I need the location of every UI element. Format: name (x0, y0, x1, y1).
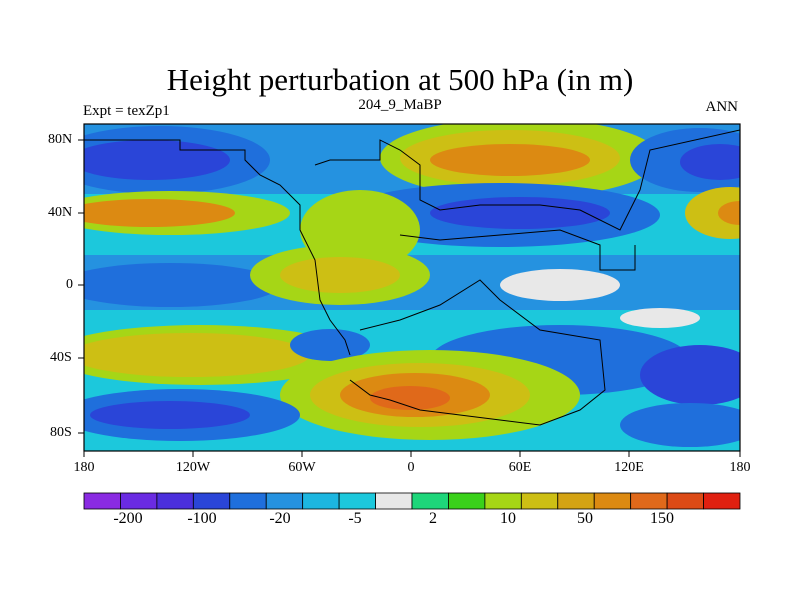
colorbar (83, 492, 741, 510)
colorbar-swatch (375, 492, 413, 510)
map-frame (83, 123, 741, 452)
colorbar-swatch (630, 492, 668, 510)
colorbar-swatch (302, 492, 340, 510)
colorbar-swatch (156, 492, 194, 510)
lon-label-180w: 180 (73, 460, 95, 475)
colorbar-label: -5 (348, 510, 362, 527)
colorbar-swatch (229, 492, 267, 510)
coastlines (84, 129, 740, 426)
lat-label-80n: 80N (48, 132, 73, 147)
lon-label-120w: 120W (175, 460, 211, 475)
lon-label-120e: 120E (614, 460, 644, 475)
colorbar-swatch (411, 492, 449, 510)
colorbar-swatch (265, 492, 304, 510)
colorbar-swatch (520, 492, 559, 510)
lon-label-60w: 60W (288, 460, 316, 475)
experiment-label: Expt = texZp1 (83, 103, 170, 119)
lat-label-40s: 40S (50, 350, 72, 365)
season-label: ANN (705, 99, 739, 115)
colorbar-swatch (192, 492, 231, 510)
lat-label-0: 0 (66, 277, 73, 292)
page-title: Height perturbation at 500 hPa (in m) (166, 62, 634, 97)
colorbar-label: 150 (650, 510, 674, 527)
colorbar-label: -20 (269, 510, 291, 527)
colorbar-label: -100 (187, 510, 217, 527)
colorbar-swatch (593, 492, 632, 510)
colorbar-swatch (666, 492, 704, 510)
colorbar-label: 10 (500, 510, 516, 527)
colorbar-label: 2 (429, 510, 437, 527)
lon-label-0: 0 (407, 460, 415, 475)
axis-ticks (78, 139, 741, 457)
lon-label-60e: 60E (508, 460, 532, 475)
contour-field (84, 124, 740, 451)
lat-label-80s: 80S (50, 425, 72, 440)
colorbar-swatch (703, 492, 741, 510)
colorbar-swatch (83, 492, 121, 510)
colorbar-swatch (557, 492, 595, 510)
colorbar-label: -200 (113, 510, 143, 527)
colorbar-swatch (448, 492, 486, 510)
period-label: 204_9_MaBP (358, 97, 442, 113)
colorbar-label: 50 (577, 510, 593, 527)
colorbar-swatch (338, 492, 376, 510)
colorbar-swatch (120, 492, 158, 510)
lon-label-180e: 180 (729, 460, 751, 475)
colorbar-swatch (484, 492, 522, 510)
lat-label-40n: 40N (48, 205, 73, 220)
